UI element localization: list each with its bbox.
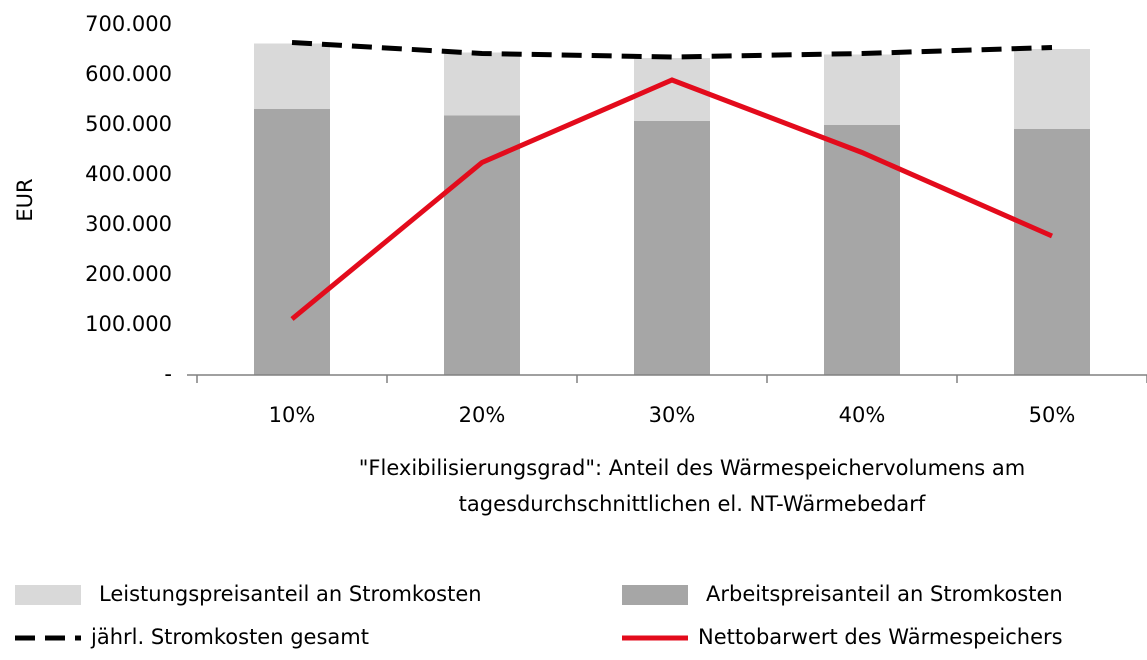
y-tick-label: 200.000: [85, 262, 172, 286]
line-series: [290, 77, 1054, 321]
bar: [254, 43, 330, 109]
bar: [444, 52, 520, 116]
y-tick-label: 300.000: [85, 212, 172, 236]
legend-label: Leistungspreisanteil an Stromkosten: [99, 582, 482, 606]
y-tick-label: 600.000: [85, 62, 172, 86]
y-tick-label: 700.000: [85, 12, 172, 36]
bar: [254, 109, 330, 375]
x-tick-label: 10%: [269, 403, 316, 427]
bar: [824, 125, 900, 375]
y-tick-label: 500.000: [85, 112, 172, 136]
y-tick-label: 400.000: [85, 162, 172, 186]
x-tick-label: 40%: [839, 403, 886, 427]
bar: [824, 54, 900, 125]
line-series: [291, 40, 1053, 60]
bar: [1014, 129, 1090, 375]
x-axis-title: "Flexibilisierungsgrad": Anteil des Wärm…: [358, 456, 1026, 516]
legend-label: jährl. Stromkosten gesamt: [90, 625, 369, 649]
y-axis-title: EUR: [13, 178, 37, 221]
legend-swatch: [622, 585, 688, 605]
legend-label: Arbeitspreisanteil an Stromkosten: [706, 582, 1063, 606]
x-tick-label: 30%: [649, 403, 696, 427]
y-tick-label: 100.000: [85, 312, 172, 336]
y-tick-label: -: [164, 362, 172, 386]
x-tick-label: 50%: [1029, 403, 1076, 427]
legend-label: Nettobarwert des Wärmespeichers: [698, 625, 1063, 649]
bar: [634, 121, 710, 375]
legend-swatch: [15, 585, 81, 605]
bar: [444, 115, 520, 375]
bar: [1014, 49, 1090, 129]
x-tick-label: 20%: [459, 403, 506, 427]
